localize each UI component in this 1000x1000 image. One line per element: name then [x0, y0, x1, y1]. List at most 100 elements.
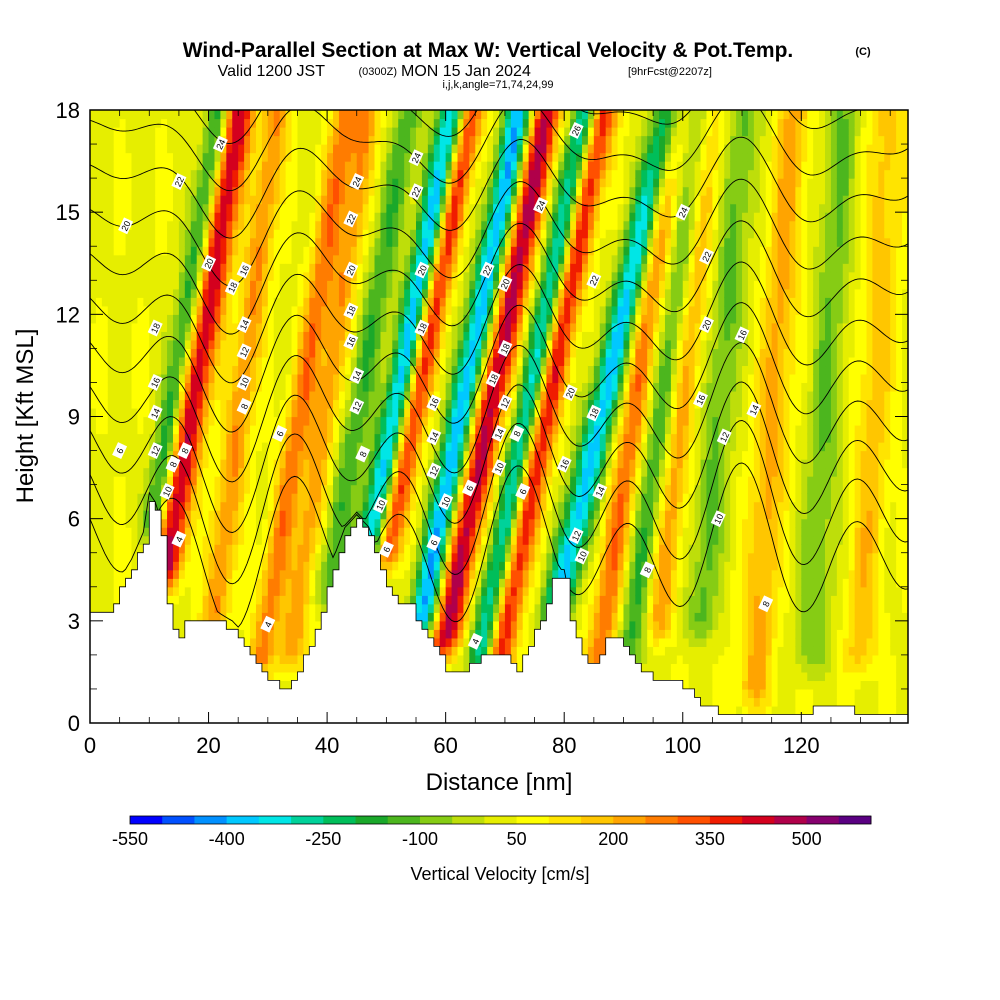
heatmap-cell — [321, 254, 328, 264]
heatmap-cell — [368, 518, 376, 528]
heatmap-cell — [178, 135, 186, 145]
heatmap-cell — [350, 433, 358, 443]
heatmap-cell — [255, 399, 263, 409]
heatmap-cell — [291, 637, 299, 647]
heatmap-cell — [487, 510, 494, 520]
heatmap-cell — [202, 178, 210, 188]
heatmap-cell — [125, 118, 133, 128]
heatmap-cell — [196, 373, 204, 384]
heatmap-cell — [469, 127, 476, 137]
heatmap-cell — [279, 373, 287, 384]
heatmap-cell — [451, 271, 459, 281]
heatmap-cell — [190, 144, 198, 154]
heatmap-cell — [178, 297, 186, 307]
heatmap-cell — [463, 339, 470, 349]
heatmap-cell — [451, 297, 459, 307]
heatmap-cell — [469, 493, 476, 503]
heatmap-cell — [421, 518, 429, 528]
heatmap-cell — [386, 280, 393, 290]
heatmap-cell — [421, 373, 429, 384]
heatmap-cell — [250, 110, 257, 120]
heatmap-cell — [261, 425, 269, 435]
heatmap-cell — [421, 220, 429, 230]
heatmap-cell — [451, 442, 459, 452]
heatmap-cell — [410, 331, 417, 341]
heatmap-cell — [362, 144, 370, 154]
heatmap-cell — [457, 476, 465, 486]
heatmap-cell — [137, 501, 144, 511]
heatmap-cell — [469, 331, 476, 341]
heatmap-cell — [463, 373, 470, 384]
heatmap-cell — [451, 544, 459, 554]
heatmap-cell — [190, 305, 198, 315]
heatmap-cell — [469, 527, 476, 537]
heatmap-cell — [273, 339, 281, 349]
heatmap-cell — [107, 288, 115, 298]
heatmap-cell — [427, 459, 435, 469]
heatmap-cell — [451, 425, 459, 435]
heatmap-cell — [445, 450, 453, 460]
heatmap-cell — [487, 237, 494, 247]
heatmap-cell — [125, 322, 133, 332]
heatmap-cell — [469, 314, 476, 324]
heatmap-cell — [279, 314, 287, 324]
heatmap-cell — [285, 501, 293, 511]
heatmap-cell — [327, 348, 334, 358]
heatmap-cell — [421, 254, 429, 264]
heatmap-cell — [90, 552, 97, 562]
heatmap-cell — [362, 110, 370, 120]
heatmap-cell — [119, 229, 127, 239]
heatmap-cell — [439, 271, 447, 281]
heatmap-cell — [244, 118, 251, 128]
heatmap-cell — [493, 450, 500, 460]
heatmap-cell — [410, 578, 417, 588]
heatmap-cell — [226, 382, 233, 392]
heatmap-cell — [303, 365, 310, 375]
heatmap-cell — [398, 544, 405, 554]
heatmap-cell — [244, 288, 251, 298]
heatmap-cell — [374, 288, 382, 298]
heatmap-cell — [196, 305, 204, 315]
heatmap-cell — [321, 186, 328, 196]
heatmap-cell — [451, 416, 459, 426]
heatmap-cell — [95, 595, 103, 605]
heatmap-cell — [475, 135, 482, 145]
heatmap-cell — [250, 407, 257, 418]
heatmap-cell — [255, 237, 263, 247]
heatmap-cell — [190, 297, 198, 307]
heatmap-cell — [457, 135, 465, 145]
heatmap-cell — [131, 186, 139, 196]
heatmap-cell — [190, 467, 198, 477]
heatmap-cell — [380, 186, 387, 196]
heatmap-cell — [172, 552, 180, 562]
heatmap-cell — [380, 365, 387, 375]
heatmap-cell — [149, 314, 156, 324]
heatmap-cell — [113, 459, 121, 469]
heatmap-cell — [303, 280, 310, 290]
heatmap-cell — [226, 425, 233, 435]
heatmap-cell — [143, 144, 150, 154]
heatmap-cell — [90, 152, 97, 162]
heatmap-cell — [380, 280, 387, 290]
heatmap-cell — [232, 110, 239, 120]
heatmap-cell — [469, 297, 476, 307]
heatmap-cell — [90, 501, 97, 511]
heatmap-cell — [333, 212, 340, 222]
heatmap-cell — [250, 467, 257, 477]
heatmap-cell — [149, 280, 156, 290]
heatmap-cell — [232, 518, 239, 528]
heatmap-cell — [487, 254, 494, 264]
heatmap-cell — [386, 527, 393, 537]
heatmap-cell — [90, 510, 97, 520]
heatmap-cell — [309, 416, 316, 426]
heatmap-cell — [309, 178, 316, 188]
heatmap-cell — [303, 186, 310, 196]
heatmap-cell — [327, 237, 334, 247]
heatmap-cell — [315, 169, 322, 179]
heatmap-cell — [463, 663, 470, 673]
heatmap-cell — [107, 518, 115, 528]
heatmap-cell — [131, 246, 139, 256]
heatmap-cell — [161, 263, 168, 273]
heatmap-cell — [493, 603, 500, 613]
heatmap-cell — [362, 178, 370, 188]
